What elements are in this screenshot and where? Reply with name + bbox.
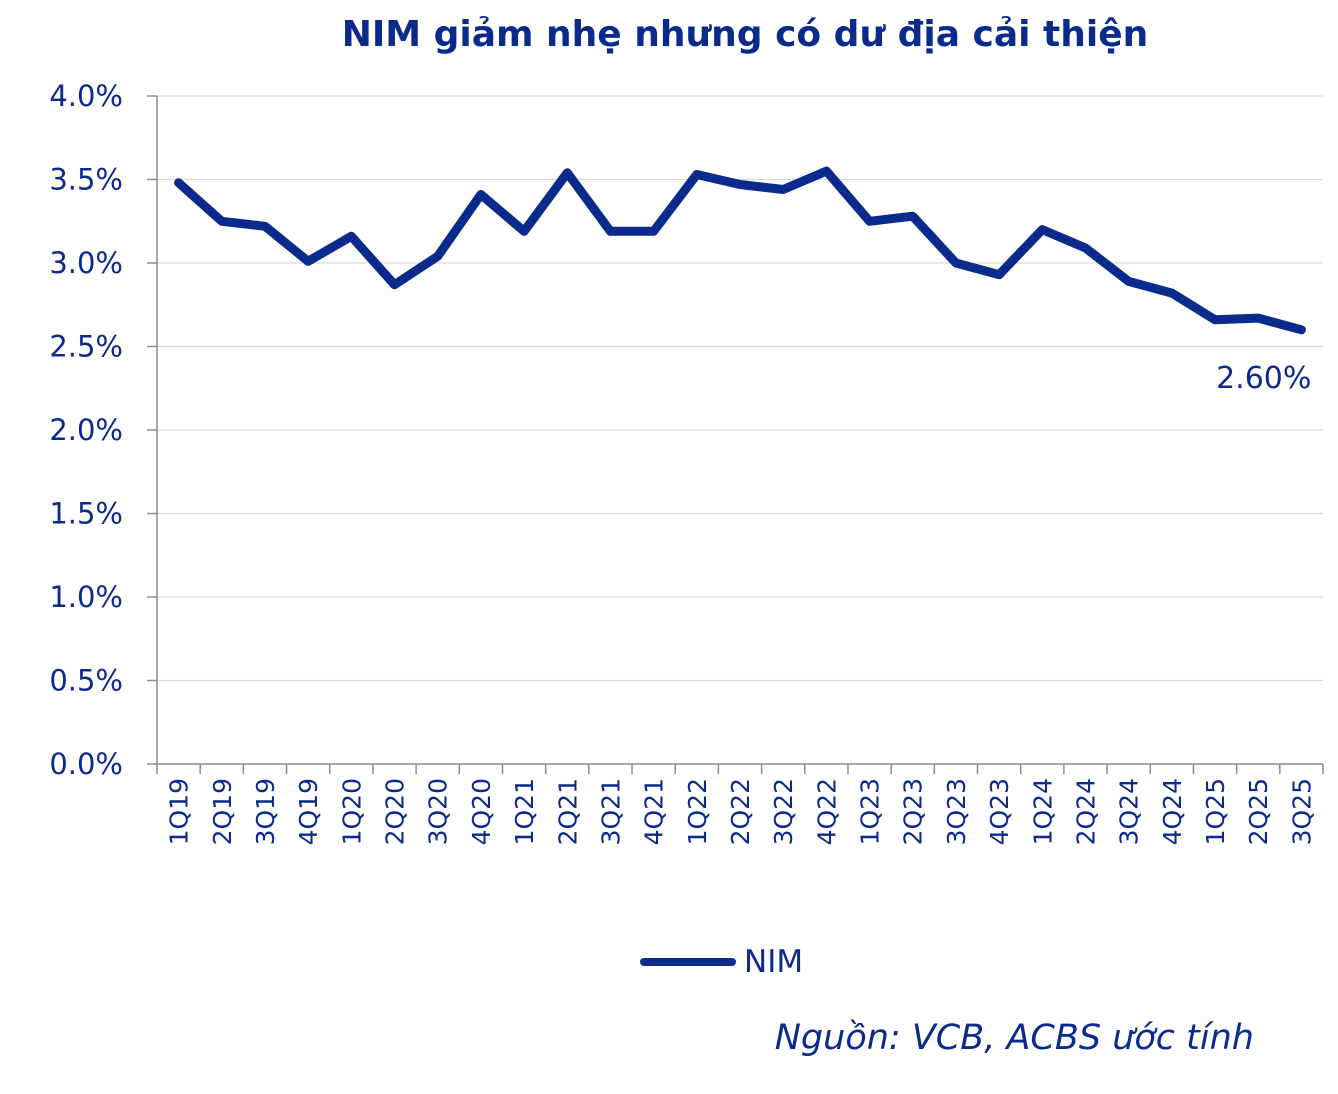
data-point: [652, 230, 655, 233]
data-point: [782, 188, 785, 191]
x-tick-label: 3Q22: [769, 778, 798, 845]
data-point: [523, 230, 526, 233]
data-labels: 2.60%: [1216, 361, 1311, 396]
y-tick-label: 2.0%: [49, 413, 123, 447]
x-tick-label: 1Q24: [1028, 778, 1057, 845]
data-point: [825, 170, 828, 173]
data-point: [220, 220, 223, 223]
x-tick-label: 2Q23: [899, 778, 928, 845]
x-tick-label: 1Q20: [337, 778, 366, 845]
data-point: [868, 220, 871, 223]
x-tick-label: 3Q23: [942, 778, 971, 845]
data-point: [739, 183, 741, 186]
data-point: [1300, 328, 1303, 331]
data-point: [998, 273, 1001, 276]
data-point: [393, 283, 396, 286]
data-point: [263, 225, 266, 228]
x-tick-label: 3Q19: [251, 778, 280, 845]
x-tick-label: 4Q20: [467, 778, 496, 845]
x-tick-label: 3Q21: [596, 778, 625, 845]
data-point: [177, 181, 180, 184]
data-point: [436, 255, 439, 258]
y-tick-label: 3.5%: [49, 163, 123, 197]
x-tick-label: 2Q19: [208, 778, 237, 845]
x-tick-label: 1Q25: [1201, 778, 1230, 845]
legend-swatch-nim: [640, 958, 736, 966]
x-tick-label: 3Q20: [424, 778, 453, 845]
y-tick-label: 4.0%: [49, 79, 123, 113]
data-point: [609, 230, 612, 233]
data-point: [695, 173, 698, 176]
chart-title: NIM giảm nhẹ nhưng có dư địa cải thiện: [341, 14, 1149, 55]
data-point: [1084, 246, 1087, 249]
data-point: [1127, 280, 1130, 283]
x-tick-label: 2Q25: [1244, 778, 1273, 845]
x-tick-label: 1Q22: [683, 778, 712, 845]
y-tick-label: 3.0%: [49, 246, 123, 280]
data-point: [479, 193, 482, 196]
y-tick-label: 1.0%: [49, 580, 123, 614]
x-tick-label: 1Q19: [165, 778, 194, 845]
x-tick-label: 2Q24: [1071, 778, 1100, 845]
x-tick-label: 2Q21: [553, 778, 582, 845]
x-tick-label: 1Q21: [510, 778, 539, 845]
y-tick-label: 2.5%: [49, 330, 123, 364]
x-tick-label: 2Q20: [381, 778, 410, 845]
x-tick-label: 3Q24: [1115, 778, 1144, 845]
axes: [147, 95, 1324, 774]
data-point: [566, 171, 569, 174]
x-tick-label: 4Q19: [294, 778, 323, 845]
source-note: Nguồn: VCB, ACBS ước tính: [774, 1018, 1254, 1058]
x-tick-labels: 1Q19 2Q19 3Q19 4Q19 1Q20 2Q20 3Q20 4Q20 1Q21 2Q21…: [165, 778, 1317, 845]
data-point: [1214, 318, 1217, 321]
gridlines: [157, 95, 1323, 682]
legend: NIM: [640, 940, 803, 984]
y-tick-label: 0.5%: [49, 664, 123, 698]
data-point: [1257, 317, 1260, 320]
y-tick-label: 0.0%: [49, 747, 123, 781]
y-tick-label: 1.5%: [49, 497, 123, 531]
data-point: [307, 260, 310, 263]
data-point: [350, 235, 353, 238]
x-tick-label: 4Q22: [812, 778, 841, 845]
x-tick-label: 3Q25: [1287, 778, 1316, 845]
series-line-nim: [174, 166, 1306, 335]
data-label-last: 2.60%: [1216, 361, 1311, 396]
series-nim: [174, 166, 1306, 335]
data-point: [1041, 228, 1044, 231]
line-chart: 0.0% 0.5% 1.0% 1.5% 2.0% 2.5% 3.0% 3.5% 4.0% 1Q1…: [49, 79, 1324, 845]
x-tick-label: 1Q23: [856, 778, 885, 845]
data-point: [954, 262, 957, 264]
x-tick-label: 4Q21: [640, 778, 669, 845]
x-tick-label: 4Q24: [1158, 778, 1187, 845]
x-tick-label: 4Q23: [985, 778, 1014, 845]
data-point: [1170, 292, 1173, 295]
legend-label-nim: NIM: [744, 944, 804, 980]
y-tick-labels: 0.0% 0.5% 1.0% 1.5% 2.0% 2.5% 3.0% 3.5% 4.0%: [49, 79, 123, 781]
data-point: [911, 215, 914, 218]
x-tick-label: 2Q22: [726, 778, 755, 845]
